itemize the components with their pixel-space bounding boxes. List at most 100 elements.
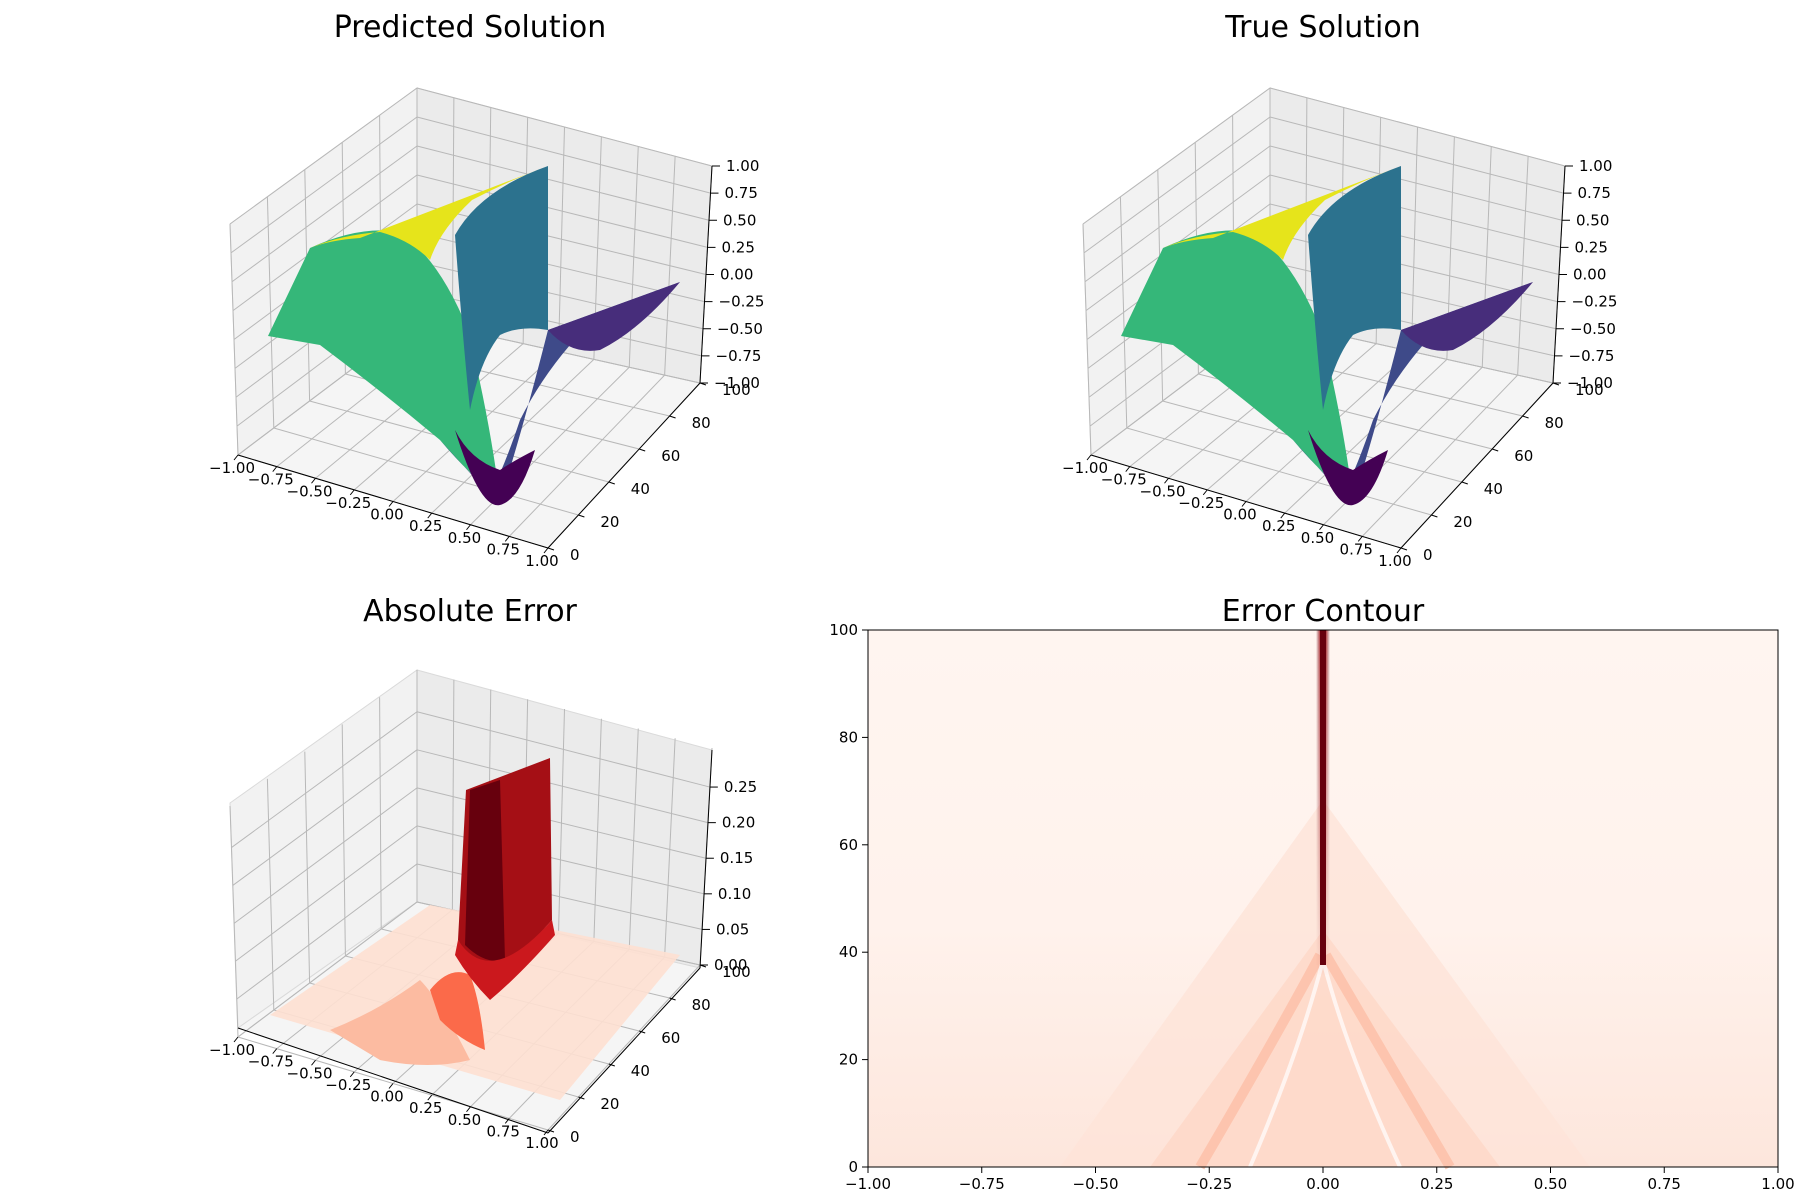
z-tick-label: 0.75 [1578,184,1611,202]
z-ticks: −1.00 −0.75 −0.50 −0.25 0.00 0.25 0.50 0.75 1.00 [1553,157,1617,392]
z-tick-label: 0.75 [725,184,758,202]
x-tick-mark [1280,512,1286,519]
z-tick-label: 0.50 [1576,211,1609,229]
z-tick-label: 0.05 [716,920,749,938]
x-tick-label: −1.00 [209,1041,255,1059]
surface-center-sheet [1308,166,1401,410]
grid-line [416,749,708,824]
y-tick-label: 80 [692,414,711,432]
x-tick-label: −0.50 [1073,1175,1119,1193]
z-tick-label: −1.00 [1567,374,1613,392]
error-contour-plot: Error Contour −1.00 −0.75 −0.50 −0.25 0.00 0.… [829,594,1794,1193]
z-tick-label: 0.20 [722,814,755,832]
y-tick-mark [578,1096,585,1100]
grid-line [416,145,710,221]
grid-line [231,145,418,283]
grid-line [1269,87,1566,167]
x-tick-label: −0.25 [325,494,371,512]
x-tick-label: 1.00 [1378,552,1411,570]
x-tick-mark [1202,489,1208,496]
x-tick-label: 0.00 [370,1088,403,1106]
x-tick-mark [1241,501,1247,507]
true-solution-plot: True Solution −1.00−0.75−0.50−0.250.000.… [1062,10,1617,570]
surface-right-plane [548,282,680,351]
z-ticks: −1.00 −0.75 −0.50 −0.25 0.00 0.25 0.50 0.75 1.00 [700,157,764,392]
x-tick-label: −0.75 [248,1053,294,1071]
x-tick-label: 1.00 [525,552,558,570]
predicted-solution-plot: Predicted Solution −1.00−0.75−0.50−0.250… [209,10,764,570]
grid-line [1083,116,1271,254]
x-tick-label: 0.00 [1223,506,1256,524]
grid-line [235,825,418,962]
y-tick-mark [669,997,676,1001]
x-tick-mark [311,477,316,484]
grid-line [233,787,418,924]
error-mid-ridge [430,972,485,1050]
z-tick-label: 0.10 [718,885,751,903]
y-tick-label: 60 [1514,447,1533,465]
grid-line [547,964,701,1131]
surface-yellow-crest [310,166,548,260]
x-tick-label: 0.00 [1306,1175,1339,1193]
y-tick-label: 40 [631,1062,650,1080]
heatmap-cone [1060,630,1590,1170]
z-tick-label: 0.25 [722,238,755,256]
x-tick-label: −0.25 [325,1076,371,1094]
grid-line [229,87,418,225]
x-tick-label: −0.25 [1178,494,1224,512]
x-ticks: −1.00−0.75−0.50−0.250.00 0.25 0.50 0.75 1.00 [1062,454,1412,570]
y-tick-mark [1492,448,1499,452]
grid-line [304,751,311,984]
error-surface [270,758,680,1100]
y-tick-label: 100 [1575,381,1604,399]
grid-line [1269,174,1561,248]
z-tick-label: −1.00 [714,374,760,392]
y-tick-label: 40 [631,480,650,498]
y-tick-label: 100 [829,621,858,639]
y-tick-label: 20 [600,513,619,531]
chart-title: Predicted Solution [334,10,607,45]
y-ticks: 0 20 40 60 80 100 [1400,381,1604,564]
y-tick-label: 60 [661,1029,680,1047]
x-tick-label: 0.25 [1262,517,1295,535]
x-tick-mark [466,524,471,531]
surface-bottom-valley [1308,430,1388,506]
y-tick-mark [608,481,615,485]
grid-line [508,374,665,537]
x-tick-mark [1164,477,1169,484]
grid-line [266,778,275,1011]
z-tick-label: 0.25 [724,778,757,796]
y-tick-label: 60 [839,836,858,854]
grid-line [236,863,418,1000]
y-tick-label: 40 [1484,480,1503,498]
x-tick-mark [1086,454,1092,461]
x-tick-label: −0.50 [287,482,333,500]
z-tick-label: 0.00 [1573,266,1606,284]
grid-line [1082,87,1271,225]
x-tick-mark [427,512,433,519]
x-tick-mark [504,536,510,542]
x-tick-label: −0.25 [1186,1175,1232,1193]
y-tick-label: 0 [848,1158,858,1176]
x-tick-label: 1.00 [1761,1175,1794,1193]
x-ticks: −1.00−0.75−0.50−0.250.00 0.25 0.50 0.75 1.00 [209,1036,559,1152]
grid-line [1361,374,1518,537]
y-tick-mark [547,547,555,551]
grid-line [1269,203,1560,275]
y-tick-mark [639,448,646,452]
z-tick-label: 0.00 [720,266,753,284]
grid-line [593,718,602,942]
x-tick-label: −0.75 [959,1175,1005,1193]
x-tick-mark [1357,536,1363,542]
x-tick-label: −0.75 [248,471,294,489]
y-tick-label: 20 [1453,513,1472,531]
error-spike-dark [465,780,505,961]
x-tick-label: 0.00 [370,506,403,524]
y-tick-label: 80 [692,996,711,1014]
grid-line [558,708,565,934]
x-tick-label: −1.00 [845,1175,891,1193]
y-tick-label: 100 [722,963,751,981]
z-tick-label: −0.25 [1572,293,1618,311]
x-tick-label: 0.75 [1648,1175,1681,1193]
